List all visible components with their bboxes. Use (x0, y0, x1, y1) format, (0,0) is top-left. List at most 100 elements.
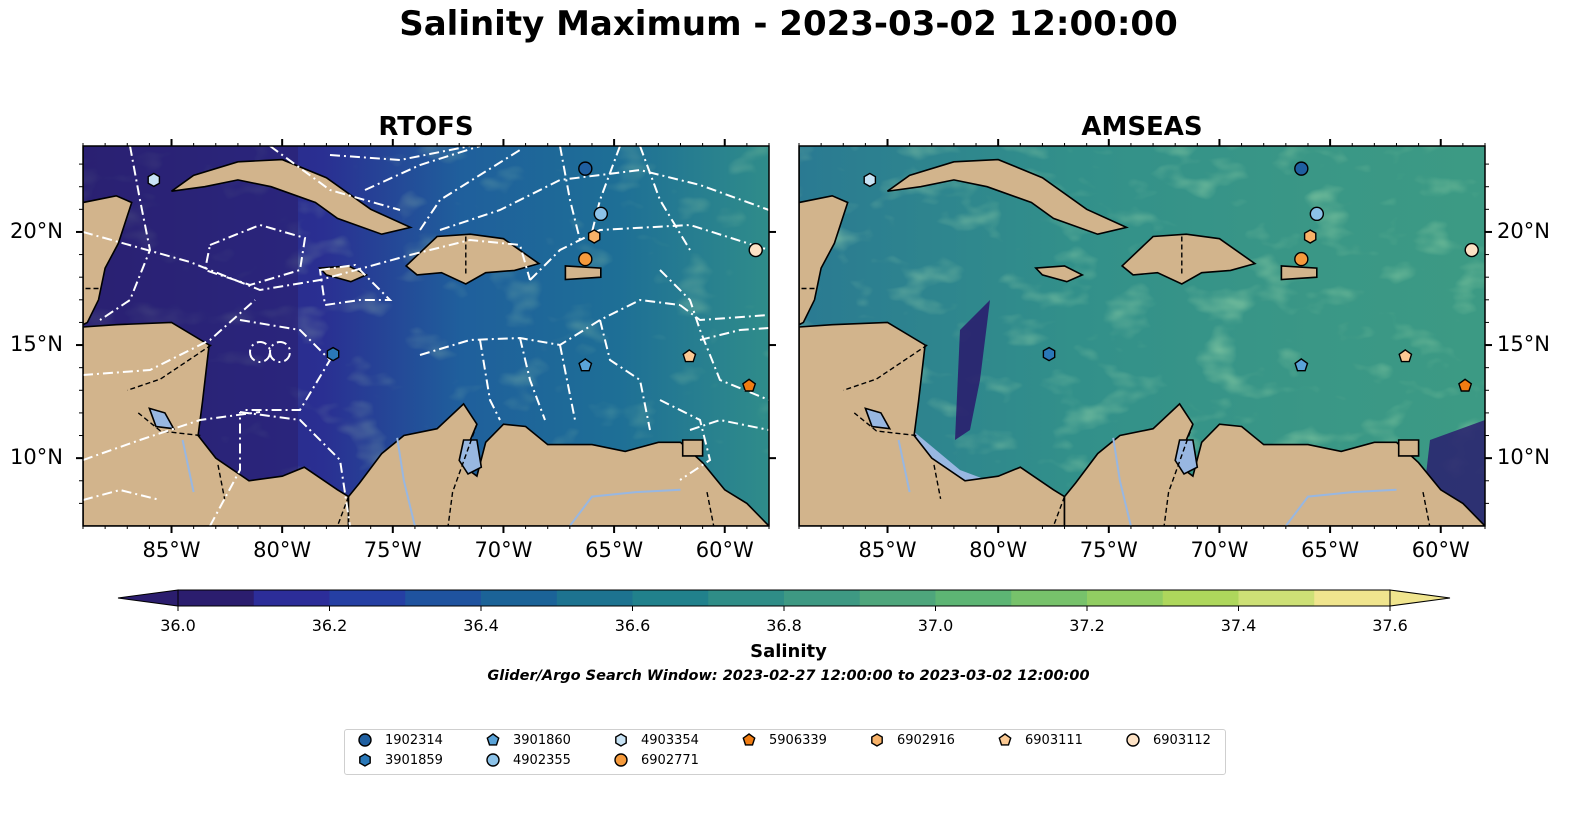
amseas-panel-title: AMSEAS (1081, 112, 1203, 142)
x-tick-label: 85°W (858, 538, 917, 562)
land-trinidad (1397, 439, 1420, 457)
colorbar-extend-max (1389, 589, 1451, 607)
colorbar-tick-label: 36.2 (311, 616, 348, 635)
colorbar-segment (1238, 590, 1315, 606)
float-marker-3901860 (578, 358, 593, 372)
lake-nicaragua (864, 407, 892, 430)
y-tick-label: 20°N (10, 218, 63, 243)
legend-marker (998, 733, 1012, 746)
colorbar-segment (859, 590, 936, 606)
float-marker-6903111 (682, 349, 697, 363)
lake-maracaibo (458, 439, 483, 476)
float-marker-4903354 (147, 172, 161, 188)
colorbar-extend-min (117, 589, 179, 607)
colorbar-label: Salinity (750, 641, 827, 662)
river (181, 439, 195, 493)
country-border (843, 344, 928, 391)
legend-marker-icon (486, 753, 500, 767)
legend-marker (1126, 733, 1140, 747)
float-marker-3901859 (1042, 346, 1056, 362)
legend-marker (486, 753, 500, 767)
colorbar-segment (1087, 590, 1164, 606)
y-tick-label: 10°N (1497, 445, 1550, 470)
colorbar-tick-label: 36.8 (766, 616, 802, 635)
legend-marker-icon (486, 733, 500, 746)
legend-marker (486, 733, 500, 746)
colorbar-segment (1011, 590, 1088, 606)
legend-item-6903111: 6903111 (997, 732, 1083, 748)
legend-label: 6902916 (897, 732, 955, 748)
colorbar-tick-label: 37.4 (1220, 616, 1257, 635)
colorbar-segment (405, 590, 482, 606)
colorbar-segment (1162, 590, 1239, 606)
float-marker-4902355 (593, 206, 609, 222)
colorbar-tick-label: 37.2 (1069, 616, 1105, 635)
legend-item-4903354: 4903354 (613, 732, 699, 748)
float-marker-4903354 (863, 172, 877, 188)
land-yucatan (799, 146, 849, 326)
legend-marker-icon (358, 733, 372, 747)
river (569, 488, 681, 526)
legend-marker-icon (742, 733, 756, 746)
legend-label: 4903354 (641, 732, 699, 748)
river (897, 439, 911, 493)
float-marker-5906339 (742, 378, 757, 392)
legend-marker (614, 753, 628, 767)
colorbar-segment (784, 590, 861, 606)
colorbar-segment (481, 590, 558, 606)
x-tick-label: 60°W (1411, 538, 1470, 562)
colorbar-tick-label: 37.6 (1372, 616, 1408, 635)
colorbar-segment (1314, 590, 1391, 606)
x-tick-label: 80°W (253, 538, 312, 562)
river (1112, 437, 1132, 526)
colorbar-tick-label: 36.0 (160, 616, 196, 635)
float-marker-6902771 (578, 251, 593, 267)
float-marker-4902355 (1309, 206, 1325, 222)
x-tick-label: 75°W (1079, 538, 1138, 562)
y-tick-label: 10°N (10, 445, 63, 470)
country-border (933, 464, 942, 500)
colorbar-segment (935, 590, 1012, 606)
legend-label: 4902355 (513, 752, 571, 768)
legend-marker (359, 753, 371, 767)
legend-marker (358, 733, 372, 747)
x-tick-label: 60°W (695, 538, 754, 562)
x-tick-label: 85°W (142, 538, 201, 562)
y-tick-label: 15°N (10, 332, 63, 357)
x-tick-label: 65°W (1301, 538, 1360, 562)
land-southamerica (347, 402, 769, 526)
colorbar-segment (556, 590, 633, 606)
legend-label: 6903112 (1153, 732, 1211, 748)
land-puerto (1280, 265, 1318, 281)
country-border (1422, 491, 1431, 526)
legend-label: 3901859 (385, 752, 443, 768)
legend-marker (742, 733, 756, 746)
country-border (853, 412, 917, 437)
legend-item-4902355: 4902355 (485, 752, 571, 768)
land-cuba (171, 158, 413, 236)
country-border (127, 344, 212, 391)
float-marker-6903112 (748, 242, 763, 258)
legend-item-1902314: 1902314 (357, 732, 443, 748)
float-marker-6903111 (1398, 349, 1413, 363)
rtofs-map (83, 146, 769, 526)
colorbar-segment (708, 590, 785, 606)
legend-marker-icon (614, 753, 628, 767)
legend-marker-icon (998, 733, 1012, 746)
legend-item-6903112: 6903112 (1125, 732, 1211, 748)
legend-item-3901860: 3901860 (485, 732, 571, 748)
legend-item-6902916: 6902916 (869, 732, 955, 748)
float-marker-1902314 (1294, 161, 1309, 176)
legend-marker (871, 733, 883, 747)
country-border (137, 412, 201, 437)
country-border (706, 491, 715, 526)
amseas-map (799, 146, 1485, 526)
legend-item-6902771: 6902771 (613, 752, 699, 768)
colorbar-tick-label: 36.6 (614, 616, 651, 635)
colorbar-segment (329, 590, 406, 606)
colorbar-tick-label: 36.4 (463, 616, 499, 635)
x-tick-label: 65°W (585, 538, 644, 562)
legend-item-5906339: 5906339 (741, 732, 827, 748)
float-marker-1902314 (578, 161, 593, 176)
